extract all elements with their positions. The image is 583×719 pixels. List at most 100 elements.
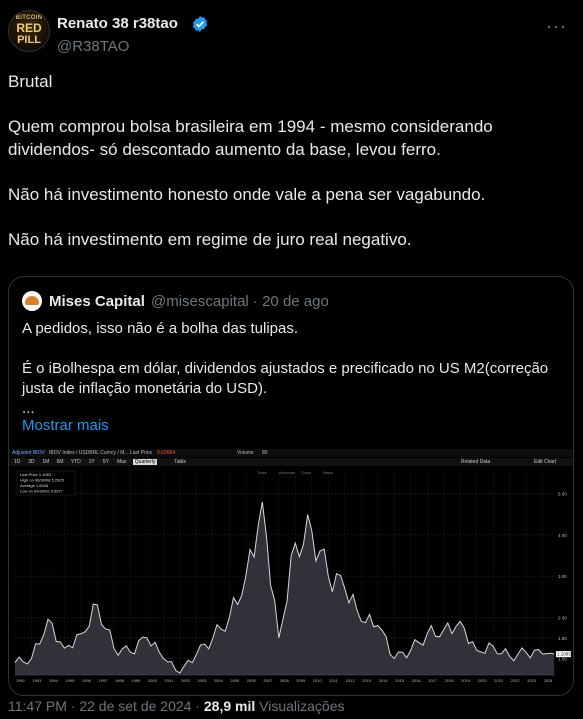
tweet-paragraph: Não há investimento honesto onde vale a … — [8, 185, 486, 204]
x-tick-label: 2003 — [197, 678, 207, 683]
y-tick-label: 5.00 — [558, 492, 567, 497]
quoted-tweet[interactable]: Mises Capital @misescapital · 20 de ago … — [8, 276, 574, 696]
terminal-toolbar: 1D 3D 1M 6M YTD 1Y 5Y Max Quarterly Table Related … — [9, 458, 573, 466]
quoted-line: É o iBolhespa em dólar, dividendos ajust… — [22, 360, 549, 397]
author-handle[interactable]: @R38TAO — [57, 38, 130, 55]
chart-range-button[interactable]: 5Y — [102, 459, 109, 465]
x-tick-label: 2004 — [214, 678, 224, 683]
related-data-button[interactable]: Related Data — [461, 459, 491, 465]
legend-entry: Last Price 1.1063 — [20, 472, 52, 477]
chart-range-button[interactable]: 6M — [56, 459, 64, 465]
x-tick-label: 2006 — [247, 678, 257, 683]
show-more-link[interactable]: Mostrar mais — [22, 417, 109, 434]
terminal-volume-label: Volume — [237, 450, 254, 456]
chart-plot: 5.00 4.00 3.00 2.00 1.50 1.001.1063 1992 1993 19… — [14, 470, 571, 683]
y-tick-label: 4.00 — [558, 533, 567, 538]
x-tick-label: 2001 — [164, 678, 174, 683]
x-tick-label: 1999 — [131, 678, 141, 683]
chart-range-button[interactable]: Table — [174, 459, 187, 465]
x-tick-label: 2012 — [346, 678, 356, 683]
views-label: Visualizações — [259, 698, 345, 714]
series-line — [14, 501, 555, 674]
tweet-paragraph: Quem comprou bolsa brasileira em 1994 - … — [8, 117, 493, 159]
x-tick-label: 2014 — [379, 678, 389, 683]
chart-image[interactable]: Adjusted IBOV IBOV Index / USDBRL Curncy… — [9, 449, 573, 695]
chart-range-button[interactable]: 1M — [42, 459, 50, 465]
author-avatar[interactable]: BITCOIN RED PILL — [8, 10, 50, 52]
chart-legend-box — [16, 470, 76, 496]
series-area — [15, 501, 555, 675]
x-tick-label: 2024 — [544, 678, 554, 683]
tweet-paragraph: Brutal — [8, 72, 53, 91]
terminal-volume-value: 80 — [262, 450, 268, 456]
x-tick-label: 2008 — [280, 678, 290, 683]
x-tick-label: 2019 — [461, 678, 471, 683]
chart-range-button[interactable]: 3D — [28, 459, 35, 465]
chart-range-button[interactable]: YTD — [70, 459, 81, 465]
author-name[interactable]: Renato 38 r38tao — [57, 15, 178, 32]
x-tick-label: 2009 — [296, 678, 306, 683]
chart-toggle: Annotate — [279, 470, 296, 475]
quoted-author-handle[interactable]: @misescapital · 20 de ago — [151, 293, 329, 310]
post-timestamp[interactable]: 11:47 PM · 22 de set de 2024 · — [8, 698, 204, 714]
x-tick-label: 1998 — [115, 678, 125, 683]
quoted-author-avatar[interactable] — [22, 291, 42, 311]
last-value-tag — [556, 651, 571, 658]
terminal-last-value: 0.62654 — [157, 450, 176, 456]
x-tick-label: 1997 — [98, 678, 108, 683]
x-tick-label: 2005 — [230, 678, 240, 683]
terminal-formula: IBOV Index / USDBRL Curncy / M... Last P… — [49, 450, 153, 456]
legend-entry: Average 1.8346 — [20, 483, 49, 488]
x-tick-label: 2021 — [494, 678, 504, 683]
x-tick-label: 2013 — [362, 678, 372, 683]
last-value-label: 1.1063 — [557, 652, 571, 657]
y-tick-label: 1.50 — [558, 636, 567, 641]
y-tick-label: 1.00 — [558, 657, 567, 662]
x-tick-label: 2016 — [412, 678, 422, 683]
chart-range-button[interactable]: 1Y — [88, 459, 95, 465]
x-tick-label: 2017 — [428, 678, 438, 683]
legend-entry: Low on 09/30/02 0.6077 — [20, 489, 64, 494]
x-tick-label: 2015 — [395, 678, 405, 683]
terminal-title: Adjusted IBOV — [12, 450, 45, 456]
x-tick-label: 2010 — [313, 678, 323, 683]
avatar-logo-text-mid: RED — [16, 21, 42, 35]
x-tick-label: 1996 — [82, 678, 92, 683]
x-tick-label: 1993 — [32, 678, 42, 683]
chart-toggle: Track — [257, 470, 267, 475]
legend-entry: High on 06/30/08 5.2925 — [20, 478, 65, 483]
chart-range-button[interactable]: 1D — [14, 459, 21, 465]
chart-range-button[interactable]: Quarterly — [132, 459, 158, 465]
quoted-author-name[interactable]: Mises Capital — [49, 293, 145, 310]
x-tick-label: 2023 — [527, 678, 537, 683]
x-tick-label: 1992 — [16, 678, 26, 683]
quoted-ellipsis: ... — [22, 400, 35, 417]
y-tick-label: 2.00 — [558, 615, 567, 620]
quoted-tweet-text: A pedidos, isso não é a bolha das tulipa… — [22, 319, 562, 419]
x-tick-label: 1995 — [65, 678, 75, 683]
tweet-footer: 11:47 PM · 22 de set de 2024 · 28,9 mil … — [8, 698, 345, 714]
views-count: 28,9 mil — [203, 698, 256, 714]
verified-badge-icon — [192, 16, 208, 32]
chart-toggle: Zoom — [301, 470, 312, 475]
x-tick-label: 2011 — [329, 678, 338, 683]
terminal-title-bar: Adjusted IBOV IBOV Index / USDBRL Curncy… — [9, 449, 573, 457]
tweet-header: BITCOIN RED PILL Renato 38 r38tao @R38TA… — [8, 10, 575, 58]
y-tick-label: 3.00 — [558, 574, 567, 579]
quoted-line: A pedidos, isso não é a bolha das tulipa… — [22, 320, 299, 337]
x-tick-label: 2007 — [263, 678, 273, 683]
edit-chart-button[interactable]: Edit Chart — [534, 459, 557, 465]
avatar-logo-text-bot: PILL — [17, 34, 41, 46]
x-tick-label: 2018 — [445, 678, 455, 683]
more-options-icon[interactable]: ··· — [546, 16, 567, 36]
tweet-paragraph: Não há investimento em regime de juro re… — [8, 230, 412, 249]
avatar-logo-text-top: BITCOIN — [15, 15, 43, 21]
chart-toggle: News — [323, 470, 333, 475]
tweet-text: Brutal Quem comprou bolsa brasileira em … — [8, 70, 568, 273]
x-tick-label: 1994 — [49, 678, 59, 683]
x-tick-label: 2020 — [478, 678, 488, 683]
x-tick-label: 2022 — [511, 678, 521, 683]
chart-range-button[interactable]: Max — [117, 459, 127, 465]
x-tick-label: 2000 — [148, 678, 158, 683]
x-tick-label: 2002 — [181, 678, 191, 683]
